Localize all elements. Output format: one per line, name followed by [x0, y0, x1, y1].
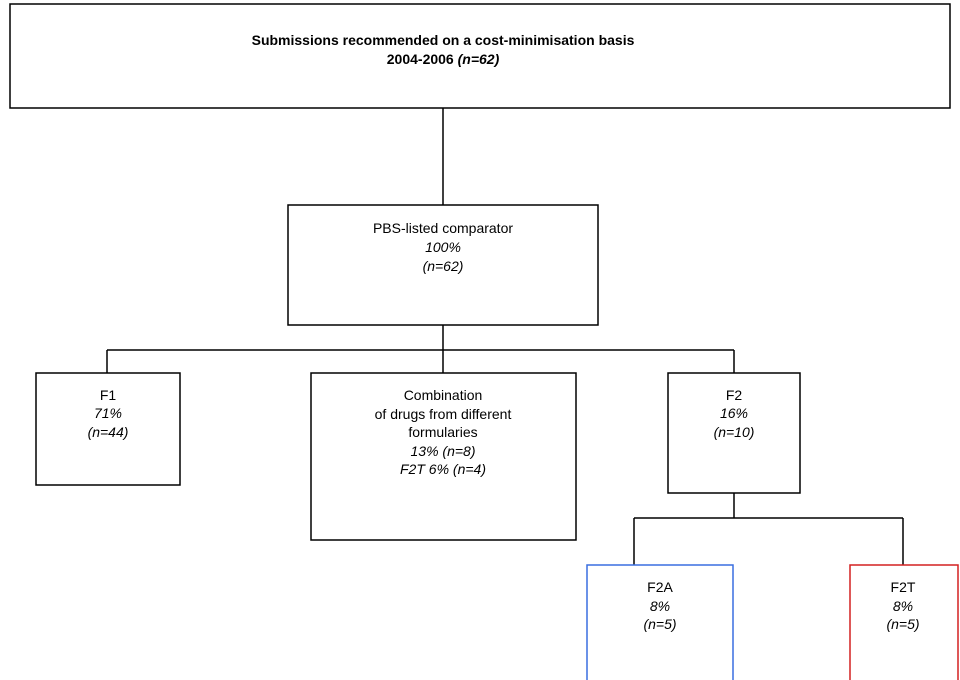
node-label: PBS-listed comparator	[373, 220, 513, 236]
node-detail: F2T 6% (n=4)	[400, 461, 486, 477]
node-box	[586, 564, 734, 680]
node-count: (n=5)	[886, 616, 919, 632]
node-line: of drugs from different	[375, 406, 512, 422]
node-percent: 100%	[425, 239, 461, 255]
node-count: (n=62)	[423, 258, 464, 274]
node-label: F2T	[891, 579, 916, 595]
node-line: Combination	[404, 387, 483, 403]
node-box	[849, 564, 959, 680]
title-count: (n=62)	[458, 51, 500, 67]
node-count: (n=44)	[88, 424, 129, 440]
node-detail: 13% (n=8)	[411, 443, 476, 459]
node-count: (n=10)	[714, 424, 755, 440]
node-percent: 16%	[720, 405, 748, 421]
node-percent: 8%	[893, 598, 913, 614]
node-percent: 8%	[650, 598, 670, 614]
node-label: F2A	[647, 579, 673, 595]
node-box	[310, 372, 577, 541]
title-line: Submissions recommended on a cost-minimi…	[252, 32, 635, 48]
node-box	[35, 372, 181, 486]
connector	[633, 493, 904, 565]
connector	[106, 325, 735, 373]
node-label: F1	[100, 387, 117, 403]
node-count: (n=5)	[643, 616, 676, 632]
title-box	[9, 3, 951, 109]
title-years: 2004-2006 (n=62)	[387, 51, 500, 67]
node-line: formularies	[408, 424, 477, 440]
years: 2004-2006	[387, 51, 454, 67]
node-label: F2	[726, 387, 743, 403]
node-percent: 71%	[94, 405, 122, 421]
